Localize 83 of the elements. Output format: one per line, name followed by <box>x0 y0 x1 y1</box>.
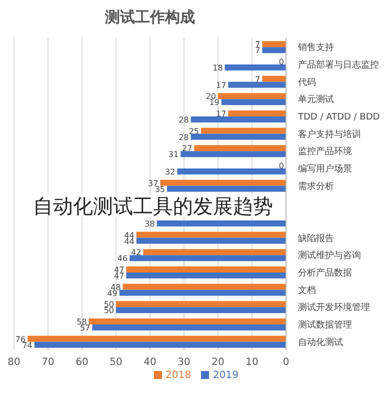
data-label: 28 <box>178 132 189 142</box>
data-label: 7 <box>255 74 260 84</box>
x-tick-label: 30 <box>178 357 190 368</box>
legend-label: 2018 <box>166 370 191 381</box>
bar <box>136 238 286 244</box>
bar <box>88 318 286 324</box>
bar <box>92 324 286 330</box>
y-tick-label: 分析产品数据 <box>298 268 352 278</box>
bar <box>34 342 286 348</box>
x-tick-label: 0 <box>282 357 290 368</box>
x-tick-label: 70 <box>42 357 54 368</box>
x-tick-label: 10 <box>246 357 258 368</box>
bar <box>130 255 286 262</box>
y-tick-label: 监控产品环境 <box>298 146 352 158</box>
bar <box>228 82 286 88</box>
data-label: 17 <box>216 109 226 118</box>
annotation: 自动化测试工具的发展趋势 <box>22 194 284 218</box>
y-tick-label: 编写用户场景 <box>298 164 352 174</box>
y-tick-label: TDD / ATDD / BDD <box>297 112 380 122</box>
bar <box>218 93 286 100</box>
y-tick-label: 测试开发环境管理 <box>298 302 370 314</box>
bar <box>228 110 286 116</box>
data-label: 7 <box>255 46 260 56</box>
x-tick-label: 50 <box>110 357 122 368</box>
bar <box>160 180 286 186</box>
data-label: 17 <box>216 80 226 90</box>
bar <box>119 290 286 296</box>
legend-label: 2019 <box>213 370 238 381</box>
y-tick-label: 销售支持 <box>297 42 334 54</box>
data-label: 76 <box>15 334 26 344</box>
bar <box>262 41 286 48</box>
bar <box>194 145 286 152</box>
bar <box>262 47 286 54</box>
bar <box>126 266 286 272</box>
bar <box>126 272 286 278</box>
data-label: 28 <box>178 115 189 124</box>
y-tick-label: 客户支持与培训 <box>298 128 361 140</box>
y-tick-label: 需求分析 <box>298 180 334 192</box>
x-tick-label: 20 <box>212 357 224 368</box>
bar <box>28 336 286 342</box>
y-tick-label: 产品部署与日志监控 <box>298 60 379 70</box>
bar <box>224 64 286 70</box>
data-label: 19 <box>209 98 220 108</box>
bar <box>221 99 286 106</box>
data-label: 42 <box>131 248 142 258</box>
x-tick-label: 80 <box>8 357 20 368</box>
y-tick-label: 测试维护与咨询 <box>298 250 361 262</box>
data-label: 18 <box>212 63 223 72</box>
bar <box>156 220 286 226</box>
bar <box>190 116 286 122</box>
bar <box>177 168 286 174</box>
data-label: 50 <box>104 306 114 316</box>
y-tick-label: 单元测试 <box>298 94 334 106</box>
bar <box>136 232 286 238</box>
bar <box>190 134 286 140</box>
data-label: 47 <box>114 271 124 280</box>
data-label: 25 <box>188 126 199 136</box>
data-label: 32 <box>165 167 176 176</box>
bar <box>201 128 286 134</box>
data-label: 57 <box>80 323 90 332</box>
data-label: 31 <box>168 150 179 160</box>
data-label: 38 <box>144 219 155 228</box>
y-tick-label: 测试数据管理 <box>298 320 352 330</box>
x-tick-label: 60 <box>76 357 88 368</box>
y-tick-label: 代码 <box>297 76 316 88</box>
data-label: 46 <box>117 254 128 264</box>
y-tick-label: 缺陷报告 <box>298 232 334 244</box>
bar <box>116 301 286 308</box>
data-label: 0 <box>278 57 284 66</box>
bar <box>262 76 286 82</box>
y-tick-label: 自动化测试 <box>298 336 343 348</box>
bar <box>167 186 286 192</box>
data-label: 27 <box>182 144 192 154</box>
y-tick-label: 文档 <box>298 284 316 296</box>
bar <box>143 249 286 256</box>
data-label: 44 <box>124 236 134 246</box>
data-label: 0 <box>278 161 284 170</box>
x-tick-label: 40 <box>144 357 156 368</box>
chart-title: 测试工作构成 <box>104 8 196 27</box>
bar <box>180 151 286 158</box>
data-label: 49 <box>107 288 118 298</box>
bar <box>116 307 286 314</box>
bar <box>122 284 286 290</box>
